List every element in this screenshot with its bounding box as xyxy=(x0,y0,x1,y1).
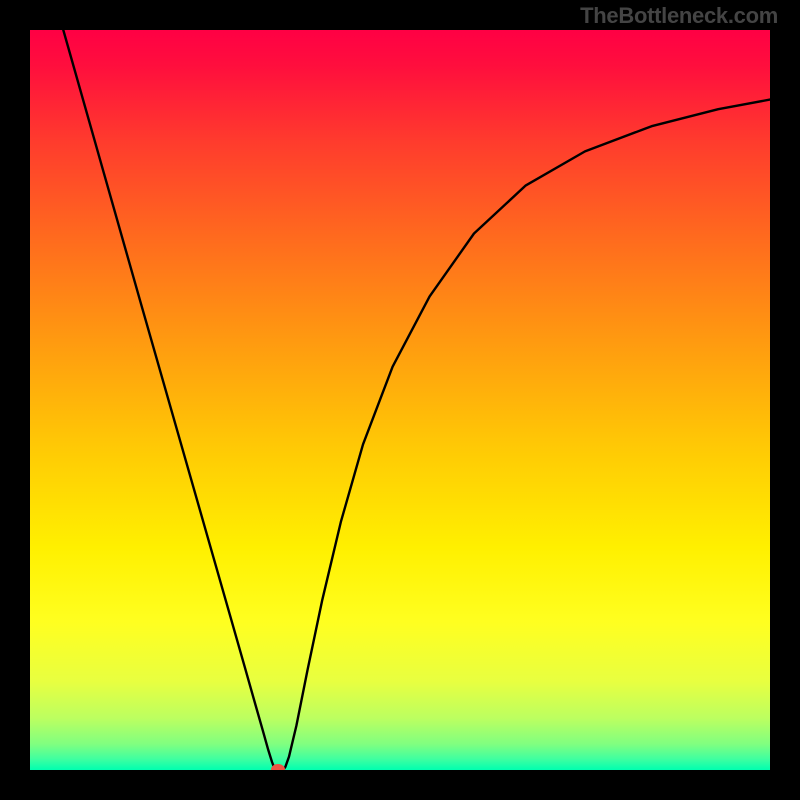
watermark-text: TheBottleneck.com xyxy=(580,3,778,29)
bottleneck-curve xyxy=(63,30,770,770)
curve-svg xyxy=(30,30,770,770)
chart-container: TheBottleneck.com xyxy=(0,0,800,800)
plot-area xyxy=(30,30,770,770)
optimal-marker-icon xyxy=(271,764,285,770)
